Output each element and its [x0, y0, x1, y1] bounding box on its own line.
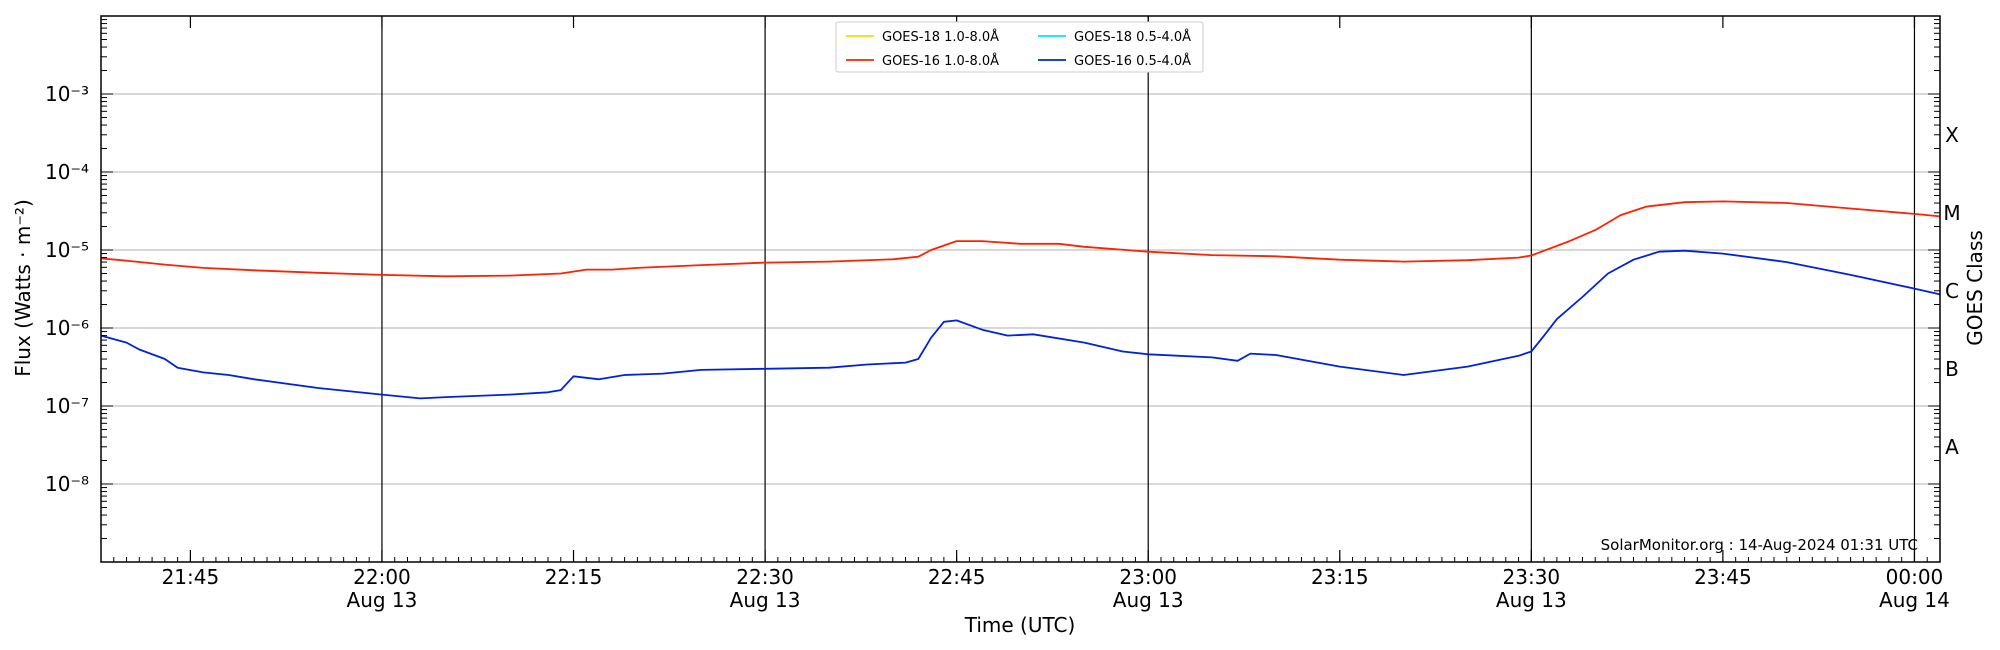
day-boundary-lines [381, 16, 1916, 562]
axis-ticks [100, 16, 1941, 563]
x-tick-date-label: Aug 14 [1879, 588, 1950, 612]
x-tick-label: 22:30 [736, 565, 794, 589]
legend-box [835, 21, 1204, 73]
x-tick-label: 22:15 [545, 565, 603, 589]
series-lines [100, 200, 1941, 400]
y-tick-label: 10⁻³ [45, 82, 89, 106]
goes-class-label-b: B [1945, 357, 1959, 381]
y-tick-labels: 10⁻⁸ 10⁻⁷ 10⁻⁶ 10⁻⁵ 10⁻⁴ 10⁻³ [45, 82, 89, 496]
goes-class-label-m: M [1943, 201, 1960, 225]
legend-label: GOES-16 1.0-8.0Å [882, 53, 999, 69]
goes-class-label-x: X [1945, 123, 1959, 147]
legend: GOES-18 1.0-8.0Å GOES-18 0.5-4.0Å GOES-16 … [835, 21, 1204, 73]
x-tick-date-label: Aug 13 [730, 588, 801, 612]
goes-class-label-a: A [1945, 435, 1959, 459]
series-line-goes-16-0-5-4-0 [100, 249, 1941, 400]
series-line-goes-16-1-0-8-0 [100, 200, 1941, 278]
x-tick-date-label: Aug 13 [1113, 588, 1184, 612]
y-tick-label: 10⁻⁵ [45, 238, 89, 262]
y-tick-label: 10⁻⁶ [45, 316, 89, 340]
goes-class-label-c: C [1945, 279, 1959, 303]
plot-frame [100, 15, 1941, 563]
legend-label: GOES-18 1.0-8.0Å [882, 29, 999, 45]
credit-text: SolarMonitor.org : 14-Aug-2024 01:31 UTC [1601, 536, 1918, 554]
x-axis-title: Time (UTC) [964, 613, 1076, 637]
legend-label: GOES-18 0.5-4.0Å [1074, 29, 1191, 45]
x-tick-label: 23:15 [1311, 565, 1369, 589]
x-tick-label: 23:45 [1694, 565, 1752, 589]
goes-class-labels: A B C M X [1943, 123, 1960, 459]
y-tick-label: 10⁻⁴ [45, 160, 89, 184]
x-tick-label: 00:00 [1886, 565, 1944, 589]
legend-label: GOES-16 0.5-4.0Å [1074, 53, 1191, 69]
x-tick-label: 22:00 [353, 565, 411, 589]
y-axis-title: Flux (Watts · m⁻²) [11, 199, 35, 377]
x-tick-label: 23:00 [1119, 565, 1177, 589]
right-axis-title: GOES Class [1963, 230, 1987, 346]
grid-lines [101, 93, 1940, 485]
x-tick-label: 21:45 [162, 565, 220, 589]
x-tick-date-label: Aug 13 [347, 588, 418, 612]
x-tick-label: 22:45 [928, 565, 986, 589]
y-tick-label: 10⁻⁸ [45, 472, 89, 496]
x-tick-date-label: Aug 13 [1496, 588, 1567, 612]
x-tick-label: 23:30 [1503, 565, 1561, 589]
y-tick-label: 10⁻⁷ [45, 394, 89, 418]
